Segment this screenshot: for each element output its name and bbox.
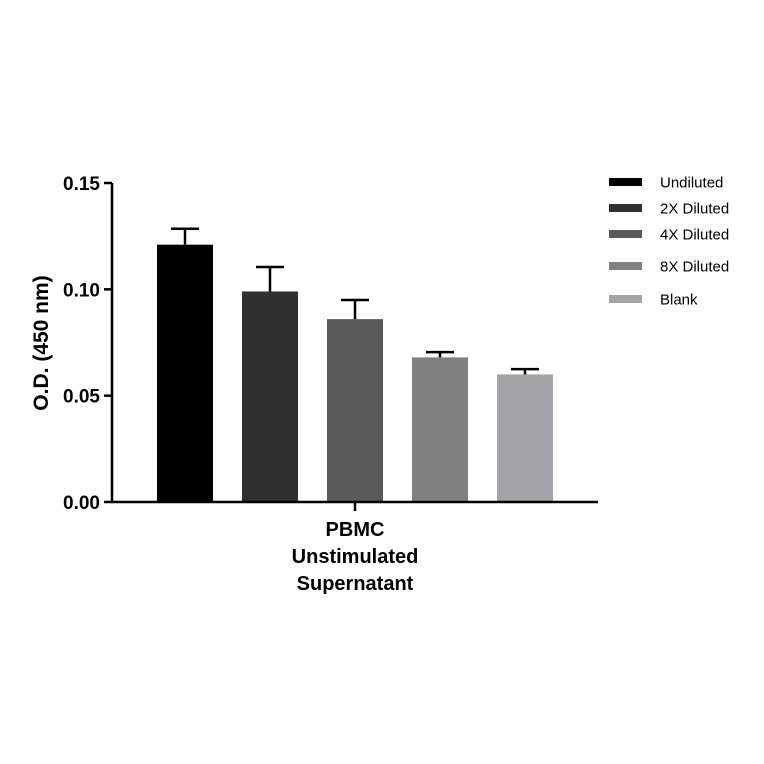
legend-label: 4X Diluted	[660, 227, 729, 244]
bar	[242, 291, 298, 502]
legend: Undiluted 2X Diluted 4X Diluted 8X Diluted B…	[609, 175, 729, 309]
y-tick-label: 0.00	[63, 493, 100, 514]
legend-label: 8X Diluted	[660, 259, 729, 276]
y-tick-label: 0.15	[63, 174, 100, 195]
y-tick-label: 0.05	[63, 387, 100, 408]
bar	[157, 244, 213, 502]
y-ticks-group: 0.00 0.05 0.10 0.15	[63, 174, 112, 514]
y-tick-label: 0.10	[63, 280, 100, 301]
x-category-line: PBMC	[326, 519, 385, 541]
bar	[327, 319, 383, 502]
x-category-label: PBMC Unstimulated Supernatant	[292, 502, 419, 595]
y-axis-label: O.D. (450 nm)	[30, 275, 53, 410]
legend-label: Undiluted	[660, 175, 723, 192]
legend-label: Blank	[660, 292, 698, 309]
x-category-text: PBMC Unstimulated Supernatant	[292, 519, 419, 595]
error-bars-group	[171, 227, 539, 375]
legend-swatch	[609, 178, 642, 186]
legend-swatch	[609, 230, 642, 238]
x-category-line: Supernatant	[297, 573, 414, 595]
bars-group	[157, 244, 553, 502]
legend-swatch	[609, 204, 642, 212]
legend-swatch	[609, 262, 642, 270]
legend-swatch	[609, 295, 642, 303]
legend-label: 2X Diluted	[660, 201, 729, 218]
x-category-line: Unstimulated	[292, 546, 419, 568]
bar	[412, 357, 468, 502]
bar	[497, 374, 553, 502]
